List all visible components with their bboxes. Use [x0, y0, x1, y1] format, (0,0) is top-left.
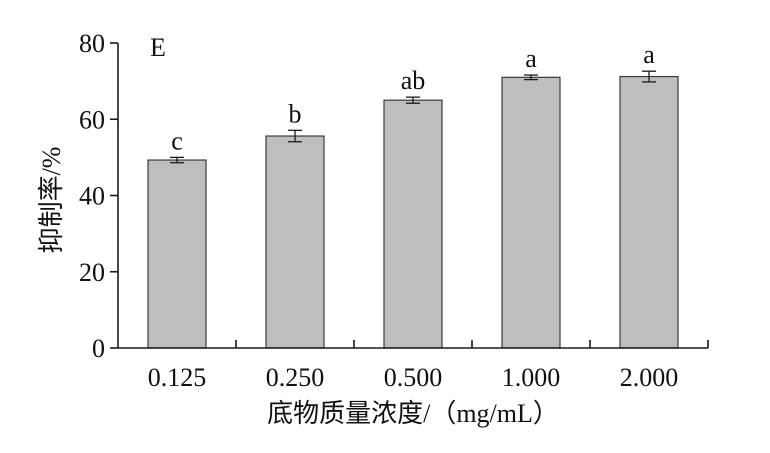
y-tick-label-0: 0 — [92, 334, 105, 363]
y-ticks-group: 0 20 40 60 80 — [79, 29, 118, 363]
bar-1 — [147, 159, 207, 349]
significance-label-2: b — [289, 99, 302, 128]
bars-group — [147, 75, 679, 349]
y-tick-label-20: 20 — [79, 258, 105, 287]
x-axis-label: 底物质量浓度/（mg/mL） — [267, 399, 559, 428]
significance-label-4: a — [525, 44, 537, 73]
significance-label-5: a — [643, 40, 655, 69]
y-tick-label-80: 80 — [79, 29, 105, 58]
significance-labels-group: c b ab a a — [171, 40, 655, 155]
y-axis-label: 抑制率/% — [37, 147, 66, 254]
y-tick-label-60: 60 — [79, 105, 105, 134]
panel-label: E — [150, 33, 166, 62]
error-bar-3 — [406, 96, 420, 104]
bar-3 — [383, 99, 443, 349]
significance-label-3: ab — [401, 66, 426, 95]
x-tick-label-1: 0.125 — [148, 363, 207, 392]
y-tick-label-40: 40 — [79, 182, 105, 211]
x-ticks-group: 0.125 0.250 0.500 1.000 2.000 — [148, 340, 709, 392]
x-tick-label-3: 0.500 — [384, 363, 443, 392]
x-tick-label-2: 0.250 — [266, 363, 325, 392]
x-tick-label-5: 2.000 — [620, 363, 679, 392]
x-tick-label-4: 1.000 — [502, 363, 561, 392]
error-bar-4 — [524, 74, 538, 81]
bar-5 — [619, 75, 679, 349]
error-bar-2 — [288, 129, 302, 143]
error-bars-group — [170, 70, 656, 164]
bar-4 — [501, 76, 561, 349]
error-bar-1 — [170, 156, 184, 164]
bar-2 — [265, 135, 325, 349]
significance-label-1: c — [171, 126, 183, 155]
error-bar-5 — [642, 70, 656, 83]
